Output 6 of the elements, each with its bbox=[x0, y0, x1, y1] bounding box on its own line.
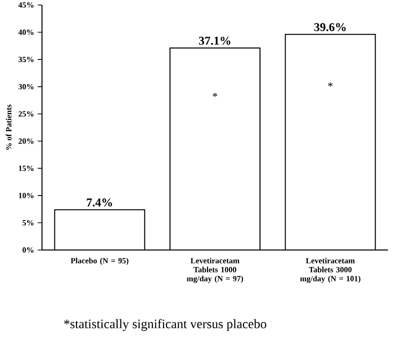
text: *statistically significant versus placebo bbox=[64, 319, 266, 331]
data-label: 7.4% bbox=[86, 198, 112, 207]
data-label: 37.1% bbox=[199, 36, 230, 45]
annotation: * bbox=[212, 92, 218, 97]
annotation: * bbox=[328, 82, 333, 87]
data-label: 39.6% bbox=[314, 23, 346, 32]
